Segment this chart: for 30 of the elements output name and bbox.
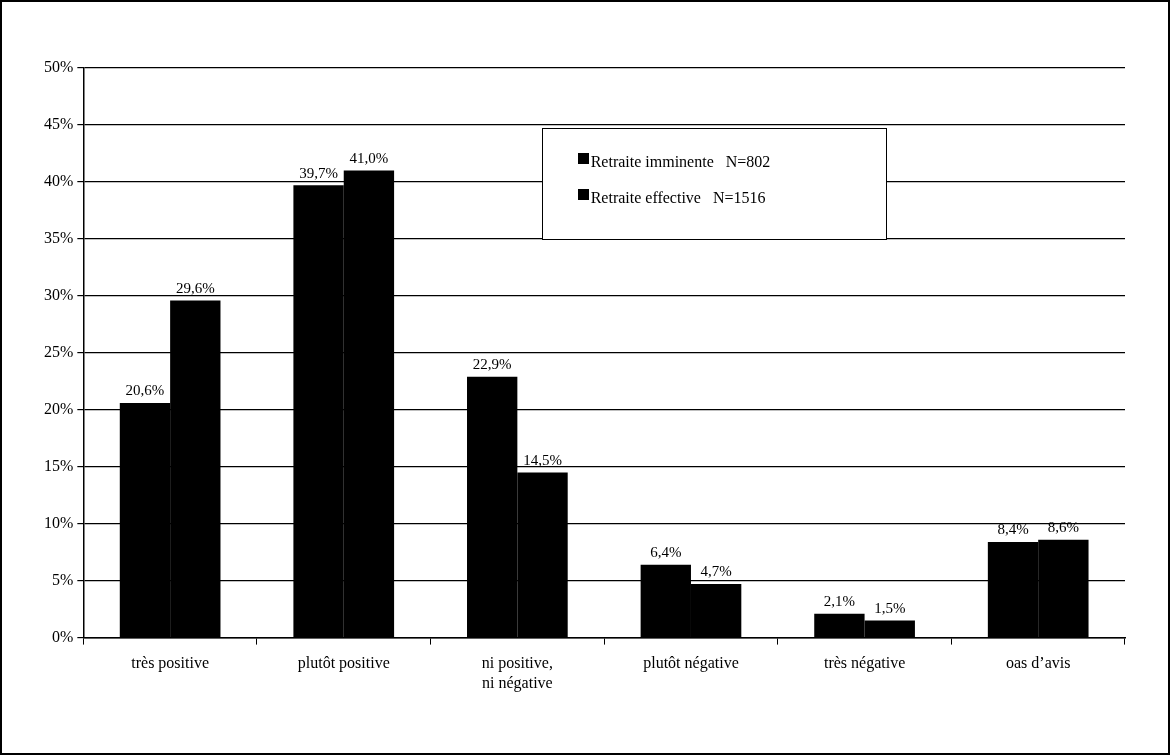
x-tick-label: très positive <box>131 654 210 673</box>
legend-label: Retraite imminente N=802 <box>590 153 771 171</box>
y-tick-label: 50% <box>44 58 74 76</box>
data-label: 41,0% <box>349 149 389 166</box>
x-tick-label: oas d’avis <box>1005 654 1071 672</box>
x-tick-label: plutôt négative <box>643 654 739 673</box>
data-label: 39,7% <box>299 164 338 181</box>
data-label: 6,4% <box>650 544 682 561</box>
x-tick-label: plutôt positive <box>297 654 390 673</box>
legend-label: Retraite effective N=1516 <box>590 189 766 207</box>
y-tick-label: 20% <box>44 399 74 417</box>
data-label: 20,6% <box>125 382 165 399</box>
data-label: 22,9% <box>472 356 512 373</box>
data-label: 8,4% <box>997 521 1029 538</box>
x-tick-label: très négative <box>823 654 906 673</box>
data-label: 14,5% <box>523 451 562 468</box>
y-tick-label: 5% <box>52 570 74 588</box>
y-tick-label: 25% <box>44 343 74 360</box>
y-tick-label: 30% <box>44 286 74 304</box>
y-tick-label: 15% <box>44 456 74 474</box>
y-tick-label: 35% <box>44 229 74 247</box>
data-label: 4,7% <box>700 563 732 580</box>
y-tick-label: 40% <box>44 172 74 190</box>
data-label: 2,1% <box>823 593 856 610</box>
y-tick-label: 0% <box>52 627 74 645</box>
data-label: 29,6% <box>175 279 215 296</box>
x-tick-label: ni positive, ni négative <box>481 654 553 692</box>
data-label: 1,5% <box>874 599 906 616</box>
y-tick-label: 10% <box>44 513 74 531</box>
y-tick-label: 45% <box>44 115 74 133</box>
